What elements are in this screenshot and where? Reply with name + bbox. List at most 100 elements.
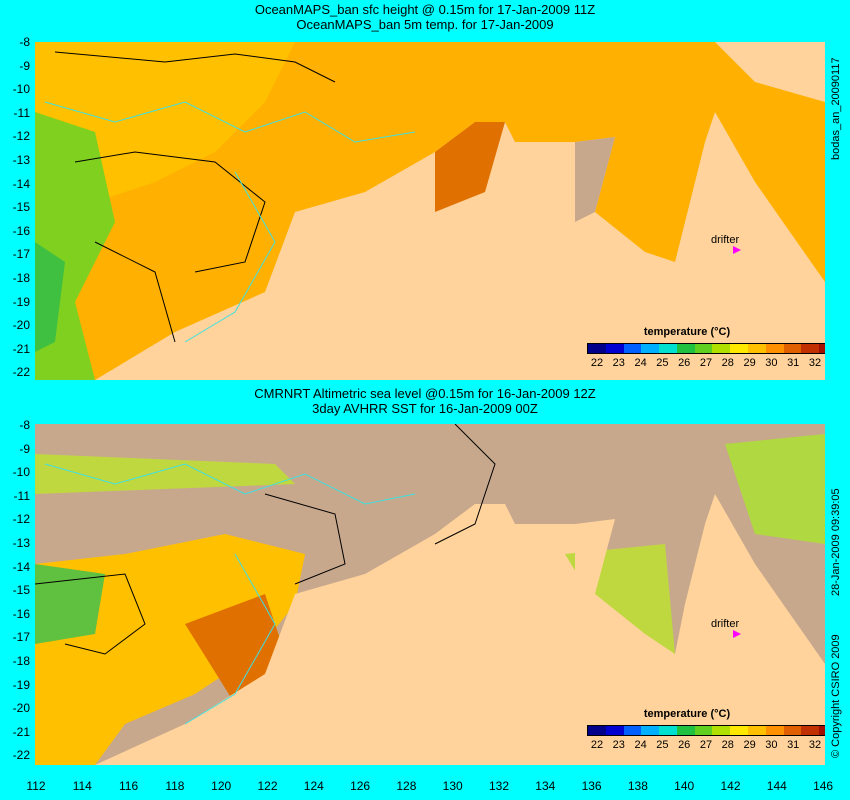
y-axis-tick-label: -19 <box>12 677 30 692</box>
australia-land-east <box>575 494 825 765</box>
colorbar-tick-label: 27 <box>699 357 713 369</box>
x-axis-tick-label: 112 <box>26 779 46 793</box>
y-axis-tick-label: -19 <box>12 294 30 309</box>
copyright-label: © Copyright CSIRO 2009 <box>830 634 842 758</box>
sea-cool-area <box>35 564 105 644</box>
bathymetry-contour-1 <box>44 463 416 505</box>
y-axis-tick-label: -14 <box>12 176 30 191</box>
y-axis-tick-label: -21 <box>12 724 30 739</box>
y-axis-tick-label: -8 <box>19 418 30 432</box>
colorbar-tick-label: 31 <box>787 357 800 369</box>
colorbar-swatch <box>765 344 784 353</box>
bathymetry-contour-2 <box>184 171 276 343</box>
drifter-label: drifter <box>711 234 740 246</box>
colorbar-swatch <box>641 344 660 353</box>
y-axis-tick-label: -14 <box>12 559 30 574</box>
colorbar-swatch <box>676 726 695 735</box>
sea-warm-area <box>35 534 305 765</box>
x-axis-tick-label: 132 <box>488 779 510 793</box>
x-axis-tick-label: 126 <box>350 779 371 793</box>
y-axis-tick-label: -17 <box>12 630 30 645</box>
colorbar-swatch <box>819 726 825 735</box>
drifter-marker-icon <box>733 630 741 638</box>
colorbar-swatch <box>801 344 820 353</box>
colorbar-swatch <box>659 726 677 735</box>
x-axis-tick-label: 128 <box>396 779 417 793</box>
colorbar-swatch <box>783 726 802 735</box>
sea-level-contour-3 <box>94 241 176 343</box>
top-map-svg <box>35 42 825 380</box>
colorbar-tick-label: 23 <box>612 739 625 751</box>
x-axis-tick-label: 136 <box>581 779 602 793</box>
colorbar-swatch <box>748 344 766 353</box>
y-axis-tick-label: -22 <box>12 365 30 380</box>
y-axis-tick-label: -18 <box>12 654 30 668</box>
colorbar-swatch <box>694 726 713 735</box>
colorbar-swatch <box>765 726 784 735</box>
x-axis-tick-label: 142 <box>720 779 741 793</box>
colorbar-tick-label: 27 <box>699 739 713 751</box>
y-axis-tick-label: -20 <box>12 701 30 716</box>
top-side-label: bodas_an_20090117 <box>830 57 842 160</box>
top-title-line1: OceanMAPS_ban sfc height @ 0.15m for 17-… <box>254 2 596 17</box>
colorbar-swatch <box>730 344 749 353</box>
colorbar-tick-label: 28 <box>721 357 734 369</box>
colorbar-swatch <box>748 726 766 735</box>
colorbar-tick-label: 32 <box>808 739 822 751</box>
colorbar-swatch <box>783 344 802 353</box>
x-axis-tick-label: 134 <box>535 779 556 793</box>
y-axis-tick-label: -11 <box>13 488 30 503</box>
y-axis-tick-label: -9 <box>19 441 30 456</box>
colorbar-tick-label: 22 <box>590 357 604 369</box>
colorbar-swatch <box>801 726 820 735</box>
y-axis-tick-label: -12 <box>12 129 30 144</box>
colorbar-swatch <box>641 726 660 735</box>
y-axis-tick-label: -18 <box>12 271 30 285</box>
colorbar-swatch <box>712 344 731 353</box>
colorbar-swatch <box>730 726 749 735</box>
top-map-panel: temperature (°C) 22 23 24 25 26 27 28 29 30 31 32 … <box>35 42 825 380</box>
colorbar-tick-label: 23 <box>612 357 625 369</box>
y-axis-tick-label: -8 <box>19 35 30 49</box>
x-axis-tick-label: 114 <box>72 779 92 793</box>
colorbar-swatch <box>694 344 713 353</box>
australia-land-west <box>95 504 575 765</box>
colorbar-swatch <box>588 344 606 353</box>
new-guinea-land <box>715 42 825 102</box>
colorbar-swatch <box>588 726 606 735</box>
bathymetry-contour-2 <box>184 553 276 725</box>
bottom-title-line1: CMRNRT Altimetric sea level @0.15m for 1… <box>254 386 596 401</box>
colorbar-tick-label: 24 <box>634 739 647 751</box>
colorbar-tick-label: 22 <box>590 739 604 751</box>
y-axis-tick-label: -20 <box>12 318 30 333</box>
y-axis-tick-label: -16 <box>12 223 30 238</box>
colorbar-tick-label: 28 <box>721 739 734 751</box>
colorbar-tick-label: 30 <box>765 739 778 751</box>
y-axis-tick-label: -22 <box>12 748 30 763</box>
colorbar-swatch <box>623 344 642 353</box>
y-axis-tick-label: -21 <box>12 341 30 356</box>
y-axis-tick-label: -13 <box>12 536 30 550</box>
coral-sea-area <box>725 434 825 544</box>
colorbar-swatch <box>659 344 677 353</box>
x-axis-tick-label: 146 <box>813 779 834 793</box>
y-axis-tick-label: -9 <box>19 58 30 73</box>
x-axis-tick-label: 116 <box>119 779 139 793</box>
drifter-label: drifter <box>711 618 740 630</box>
drifter-marker-icon <box>733 246 741 254</box>
colorbar-tick-label: 26 <box>678 739 691 751</box>
bottom-side-label: 28-Jan-2009 09:39:05 <box>830 488 842 596</box>
sea-hot-area <box>185 594 285 704</box>
sea-level-contour-1 <box>35 573 146 655</box>
y-axis-tick-label: -17 <box>12 247 30 262</box>
top-title-line2: OceanMAPS_ban 5m temp. for 17-Jan-2009 <box>296 17 554 32</box>
x-axis-tick-label: 140 <box>674 779 695 793</box>
colorbar-tick-label: 31 <box>787 739 800 751</box>
colorbar-tick-label: 25 <box>656 357 669 369</box>
sea-cooler-area <box>35 242 65 352</box>
colorbar-tick-label: 26 <box>678 357 691 369</box>
y-axis-tick-label: -10 <box>12 82 30 97</box>
sea-level-contour-3 <box>434 424 496 545</box>
x-axis-tick-label: 130 <box>442 779 463 793</box>
colorbar-tick-label: 29 <box>743 357 756 369</box>
